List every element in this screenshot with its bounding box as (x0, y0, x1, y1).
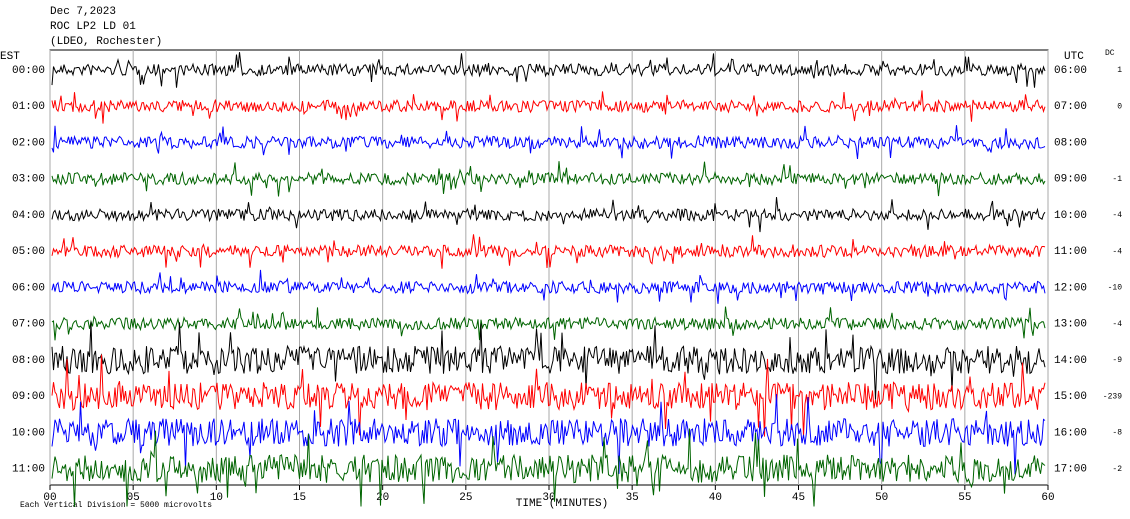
dc-value: -2 (1112, 465, 1122, 474)
trace (51, 354, 1046, 437)
utc-label: 14:00 (1054, 355, 1087, 367)
utc-label: 16:00 (1054, 427, 1087, 439)
trace (51, 306, 1046, 341)
dc-value: -9 (1112, 356, 1122, 365)
dc-value: -4 (1112, 320, 1122, 329)
x-tick-label: 40 (709, 492, 722, 504)
dc-value: -1 (1112, 175, 1122, 184)
x-tick-label: 10 (210, 492, 223, 504)
utc-label: 11:00 (1054, 246, 1087, 258)
est-label: 00:00 (12, 65, 45, 77)
est-label: 03:00 (12, 174, 45, 186)
utc-label: 12:00 (1054, 282, 1087, 294)
x-tick-label: 50 (875, 492, 888, 504)
est-label: 04:00 (12, 210, 45, 222)
trace (51, 428, 1046, 507)
x-tick-label: 45 (792, 492, 805, 504)
utc-label: 17:00 (1054, 464, 1087, 476)
est-label: 09:00 (12, 391, 45, 403)
dc-value: -8 (1112, 429, 1122, 438)
trace (51, 269, 1046, 304)
x-tick-label: 35 (626, 492, 639, 504)
est-label: 06:00 (12, 282, 45, 294)
utc-label: 15:00 (1054, 391, 1087, 403)
footnote: Each Vertical Division = 5000 microvolts (20, 501, 212, 510)
trace (51, 394, 1046, 475)
x-tick-label: 30 (542, 492, 555, 504)
est-label: 08:00 (12, 355, 45, 367)
left-axis-label: EST (0, 51, 20, 63)
x-tick-label: 55 (958, 492, 971, 504)
title-line: Dec 7,2023 (50, 6, 116, 18)
est-label: 05:00 (12, 246, 45, 258)
trace (51, 234, 1046, 269)
dc-value: -4 (1112, 211, 1122, 220)
dc-value: -10 (1108, 284, 1123, 293)
x-tick-label: 60 (1041, 492, 1054, 504)
utc-label: 09:00 (1054, 174, 1087, 186)
x-tick-label: 00 (43, 492, 56, 504)
right-axis-label: UTC (1064, 51, 1084, 63)
dc-label: DC (1105, 49, 1115, 58)
dc-value: -239 (1103, 392, 1122, 401)
x-axis-label: TIME (MINUTES) (516, 498, 608, 510)
trace (51, 321, 1046, 400)
dc-value: 1 (1117, 66, 1122, 75)
trace (51, 90, 1046, 124)
est-label: 02:00 (12, 137, 45, 149)
x-tick-label: 05 (127, 492, 140, 504)
x-tick-label: 25 (459, 492, 472, 504)
trace (51, 52, 1046, 88)
trace (51, 161, 1046, 197)
title-line: (LDEO, Rochester) (50, 36, 162, 48)
trace (51, 197, 1046, 233)
est-label: 01:00 (12, 101, 45, 113)
dc-value: 0 (1117, 102, 1122, 111)
x-tick-label: 15 (293, 492, 306, 504)
title-line: ROC LP2 LD 01 (50, 21, 136, 33)
utc-label: 10:00 (1054, 210, 1087, 222)
utc-label: 13:00 (1054, 319, 1087, 331)
utc-label: 08:00 (1054, 137, 1087, 149)
est-label: 10:00 (12, 427, 45, 439)
est-label: 11:00 (12, 464, 45, 476)
utc-label: 06:00 (1054, 65, 1087, 77)
utc-label: 07:00 (1054, 101, 1087, 113)
trace (51, 125, 1046, 160)
x-tick-label: 20 (376, 492, 389, 504)
dc-value: -4 (1112, 247, 1122, 256)
est-label: 07:00 (12, 319, 45, 331)
